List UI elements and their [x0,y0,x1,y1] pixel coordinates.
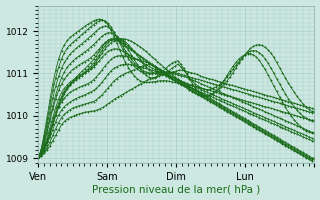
X-axis label: Pression niveau de la mer( hPa ): Pression niveau de la mer( hPa ) [92,184,260,194]
